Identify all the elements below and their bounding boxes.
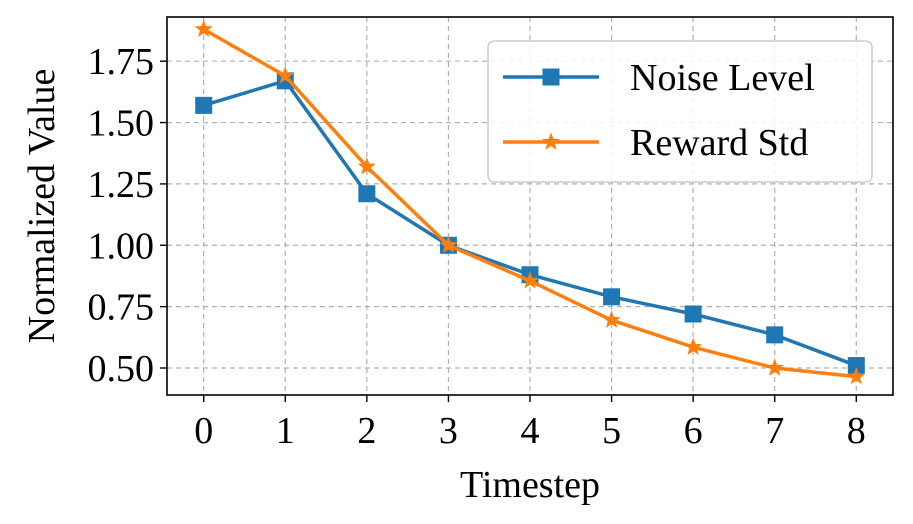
y-tick-label: 1.00 bbox=[88, 225, 155, 267]
legend-swatch-marker bbox=[541, 132, 561, 150]
series-layer bbox=[194, 19, 866, 385]
x-tick-label: 0 bbox=[194, 410, 213, 452]
x-tick-label: 7 bbox=[765, 410, 784, 452]
legend-label: Noise Level bbox=[630, 57, 815, 99]
x-tick-label: 3 bbox=[439, 410, 458, 452]
x-tick-label: 1 bbox=[276, 410, 295, 452]
data-point-reward-std bbox=[847, 367, 866, 385]
data-point-noise-level bbox=[195, 96, 213, 114]
data-point-noise-level bbox=[358, 185, 376, 203]
data-point-reward-std bbox=[602, 310, 621, 328]
y-tick-label: 0.50 bbox=[88, 348, 155, 390]
x-tick-label: 5 bbox=[602, 410, 621, 452]
y-axis-label: Normalized Value bbox=[21, 69, 63, 344]
data-point-reward-std bbox=[439, 235, 458, 253]
y-tick-label: 1.75 bbox=[88, 41, 155, 83]
data-point-reward-std bbox=[684, 337, 703, 355]
legend-swatch-marker bbox=[542, 68, 560, 86]
y-tick-label: 1.25 bbox=[88, 164, 155, 206]
data-point-noise-level bbox=[684, 305, 702, 323]
data-point-reward-std bbox=[520, 271, 540, 289]
data-point-noise-level bbox=[603, 288, 621, 306]
x-tick-label: 4 bbox=[521, 410, 540, 452]
legend: Noise Level Reward Std bbox=[487, 40, 873, 183]
data-point-reward-std bbox=[765, 358, 784, 376]
axis-ticks: 0 1 2 3 4 5 6 7 8 0.50 0.75 1.00 1.25 1.50 1.75 bbox=[88, 41, 866, 452]
x-axis-label: Timestep bbox=[460, 464, 600, 506]
y-tick-label: 0.75 bbox=[88, 287, 155, 329]
data-point-noise-level bbox=[766, 326, 784, 344]
y-tick-label: 1.50 bbox=[88, 103, 155, 145]
x-tick-label: 6 bbox=[684, 410, 703, 452]
legend-label: Reward Std bbox=[630, 122, 808, 164]
x-tick-label: 8 bbox=[847, 410, 866, 452]
data-point-noise-level bbox=[847, 357, 865, 375]
data-point-reward-std bbox=[194, 19, 213, 37]
data-point-reward-std bbox=[276, 66, 295, 84]
data-point-reward-std bbox=[357, 157, 376, 175]
x-tick-label: 2 bbox=[357, 410, 376, 452]
